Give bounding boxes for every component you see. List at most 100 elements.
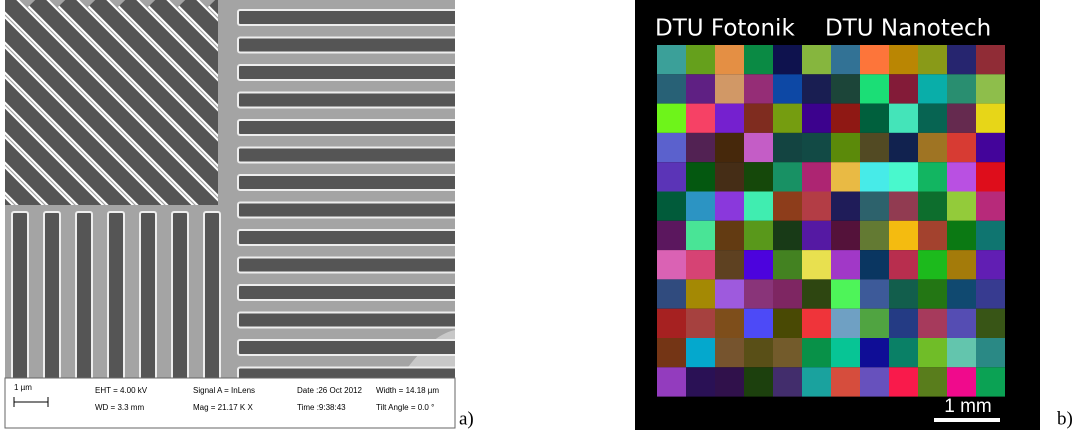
info-bar (4, 377, 456, 429)
horizontal-bar (237, 311, 455, 329)
vertical-bar (203, 211, 221, 378)
color-square (918, 220, 947, 251)
color-square (860, 308, 889, 338)
color-square (686, 367, 715, 397)
color-square (831, 103, 860, 133)
info-text: Width = 14.18 µm (376, 386, 439, 395)
color-square (773, 103, 802, 133)
info-text: EHT = 4.00 kV (95, 386, 148, 395)
diagonal-stripe (5, 0, 151, 205)
color-square (715, 191, 744, 221)
color-square (918, 191, 947, 221)
color-square (744, 338, 773, 368)
color-square (831, 162, 860, 192)
color-square (976, 279, 1005, 309)
horizontal-bar (237, 201, 455, 219)
color-square (744, 220, 773, 251)
horizontal-bar (237, 91, 455, 109)
header-text: DTU Nanotech (825, 16, 991, 42)
color-square (657, 74, 686, 104)
panel-label: b) (1057, 408, 1073, 429)
color-square (976, 132, 1005, 163)
color-square (889, 220, 918, 251)
color-square (976, 74, 1005, 104)
vertical-bar (171, 211, 189, 378)
color-square (715, 74, 744, 104)
color-square (918, 103, 947, 133)
vertical-bar (75, 211, 93, 378)
diagonal-stripe (149, 0, 228, 205)
color-square (889, 191, 918, 221)
color-square (976, 308, 1005, 338)
vertical-bar (107, 211, 125, 378)
color-square (831, 132, 860, 163)
color-square (686, 191, 715, 221)
diagonal-stripe (29, 0, 228, 205)
horizontal-bar (237, 339, 455, 356)
horizontal-bar (237, 366, 455, 378)
color-square (918, 338, 947, 368)
color-square (947, 250, 976, 280)
color-square (976, 45, 1005, 75)
color-square (947, 103, 976, 133)
color-square (802, 367, 831, 397)
horizontal-bar (237, 256, 455, 274)
color-square (802, 191, 831, 221)
horizontal-bar (237, 9, 455, 26)
color-square (976, 191, 1005, 221)
color-square (918, 132, 947, 163)
color-square (889, 103, 918, 133)
color-square (802, 250, 831, 280)
color-square (976, 250, 1005, 280)
color-square (744, 74, 773, 104)
color-square (976, 162, 1005, 192)
info-text: Time :9:38:43 (297, 403, 346, 412)
color-square (947, 308, 976, 338)
color-square (889, 250, 918, 280)
color-square (889, 308, 918, 338)
color-square (947, 338, 976, 368)
sem-image (5, 0, 455, 378)
color-square (773, 132, 802, 163)
color-square (889, 367, 918, 397)
color-square (947, 45, 976, 75)
color-square (715, 250, 744, 280)
color-square (773, 220, 802, 251)
color-square (686, 308, 715, 338)
color-square (831, 338, 860, 368)
color-square (889, 132, 918, 163)
color-square (802, 162, 831, 192)
color-square (831, 308, 860, 338)
color-square (686, 279, 715, 309)
color-square (715, 308, 744, 338)
scale-bar (13, 397, 49, 407)
header-text: DTU Fotonik (655, 16, 795, 42)
scale-label: 1 mm (944, 396, 992, 417)
color-square (947, 162, 976, 192)
color-square (918, 279, 947, 309)
color-square (802, 308, 831, 338)
color-square (918, 367, 947, 397)
diagonal-stripe (5, 0, 211, 205)
color-square (860, 220, 889, 251)
color-square (686, 162, 715, 192)
color-square (976, 220, 1005, 251)
color-square (657, 191, 686, 221)
color-grid (657, 45, 1005, 397)
color-square (657, 132, 686, 163)
color-square (744, 162, 773, 192)
diagonal-stripe (5, 0, 181, 205)
info-text: WD = 3.3 mm (95, 403, 144, 412)
color-square (860, 338, 889, 368)
diagonal-stripe (5, 0, 228, 205)
color-square (860, 103, 889, 133)
color-square (686, 74, 715, 104)
diagonal-stripe (59, 0, 228, 205)
color-square (889, 162, 918, 192)
info-text: Date :26 Oct 2012 (297, 386, 362, 395)
color-square (860, 45, 889, 75)
info-text: Tilt Angle = 0.0 ° (376, 403, 434, 412)
color-square (860, 191, 889, 221)
horizontal-bar (237, 119, 455, 136)
